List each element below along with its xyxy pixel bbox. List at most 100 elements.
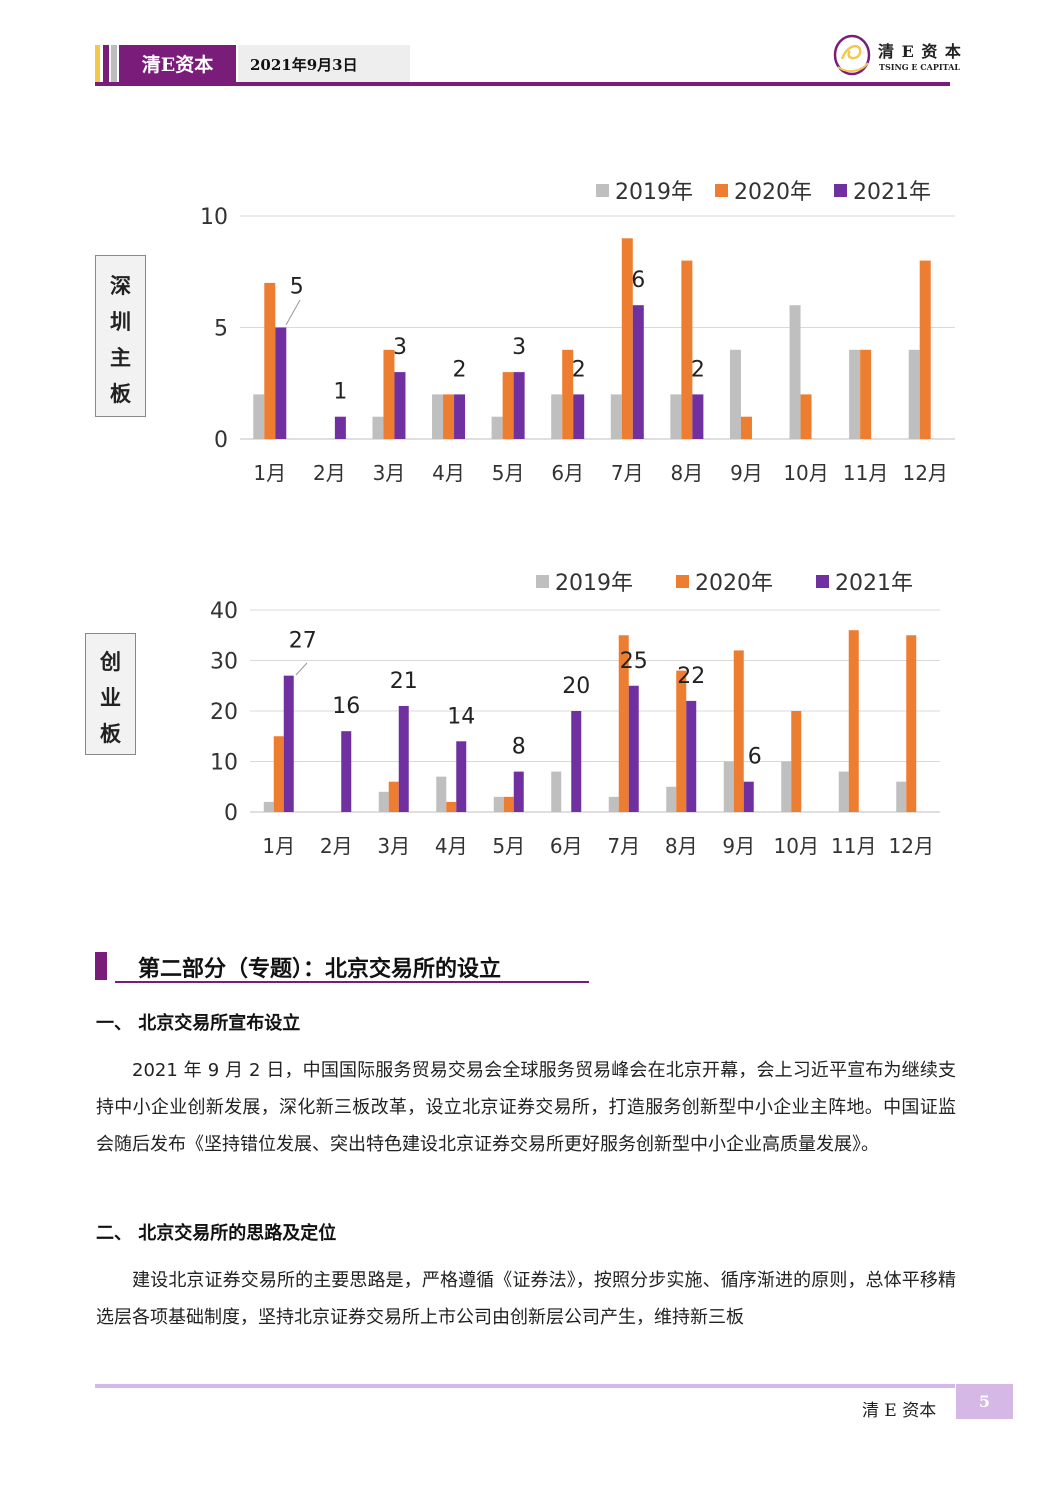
legend-label: 2019年 (615, 180, 693, 205)
y-tick-label: 30 (210, 650, 238, 675)
chart2-side-label: 创业板 (85, 633, 136, 755)
section-heading: 第二部分（专题）：北京交易所的设立 (95, 950, 589, 983)
bar (733, 650, 744, 812)
bar (454, 394, 466, 439)
bar (436, 776, 447, 812)
header-accent-yellow (95, 45, 100, 85)
bar (562, 349, 574, 439)
bar (551, 394, 563, 439)
y-tick-label: 5 (214, 317, 228, 342)
bar (686, 700, 697, 812)
data-label: 21 (390, 669, 418, 694)
x-tick-label: 9月 (722, 834, 755, 858)
section-marker (95, 952, 107, 980)
bar (692, 394, 704, 439)
bar (676, 670, 687, 812)
chart2-side-label-text: 创业板 (100, 650, 121, 746)
header-brand: 清E资本 (119, 45, 236, 85)
bar (264, 282, 276, 439)
bar (275, 327, 287, 439)
y-tick-label: 10 (210, 751, 238, 776)
paragraph-2-text: 建设北京证券交易所的主要思路是，严格遵循《证券法》，按照分步实施、循序渐进的原则… (96, 1270, 956, 1328)
data-label: 8 (512, 735, 526, 760)
bar (800, 394, 812, 439)
x-tick-label: 7月 (607, 834, 640, 858)
bar (443, 394, 455, 439)
chart1-side-label: 深圳主板 (95, 255, 146, 417)
bar (394, 372, 406, 439)
x-tick-label: 4月 (432, 461, 465, 485)
bar (670, 394, 682, 439)
bar (849, 349, 861, 439)
y-tick-label: 0 (214, 428, 228, 453)
footer-brand: 清 E 资本 (862, 1401, 937, 1421)
logo-chinese-text: 清 E 资 本 (878, 42, 962, 61)
bar (341, 731, 352, 812)
x-tick-label: 6月 (551, 461, 584, 485)
legend-label: 2020年 (695, 571, 773, 596)
bar (789, 305, 801, 439)
subheading-1: 一、 北京交易所宣布设立 (96, 1013, 301, 1034)
page-number: 5 (956, 1384, 1013, 1419)
bar (283, 675, 294, 812)
bar (432, 394, 444, 439)
x-tick-label: 12月 (889, 834, 934, 858)
x-tick-label: 2月 (320, 834, 353, 858)
bar (743, 781, 754, 812)
bar (456, 741, 467, 812)
footer-rule (95, 1384, 955, 1388)
bar (573, 394, 585, 439)
legend-label: 2021年 (853, 180, 931, 205)
bar (334, 416, 346, 439)
legend-swatch (816, 575, 829, 588)
header-rule (95, 82, 950, 86)
bar (502, 372, 514, 439)
data-label: 27 (289, 629, 317, 654)
x-tick-label: 11月 (843, 461, 888, 485)
bar (398, 705, 409, 812)
bar (628, 685, 639, 812)
x-tick-label: 8月 (665, 834, 698, 858)
x-tick-label: 10月 (783, 461, 828, 485)
data-label: 2 (691, 357, 705, 382)
legend-label: 2021年 (835, 571, 913, 596)
bar (253, 394, 265, 439)
y-tick-label: 10 (200, 205, 228, 230)
logo-english-text: TSING E CAPITAL (879, 62, 960, 72)
x-tick-label: 7月 (611, 461, 644, 485)
bar (723, 761, 734, 812)
x-tick-label: 3月 (373, 461, 406, 485)
chart1-side-label-text: 深圳主板 (110, 274, 131, 406)
section-underline (115, 981, 589, 983)
bar (781, 761, 792, 812)
x-tick-label: 5月 (492, 834, 525, 858)
data-label: 6 (748, 745, 762, 770)
x-tick-label: 4月 (435, 834, 468, 858)
bar (632, 305, 644, 439)
bar (860, 349, 872, 439)
paragraph-1-text: 2021 年 9 月 2 日，中国国际服务贸易交易会全球服务贸易峰会在北京开幕，… (96, 1060, 956, 1155)
bar (919, 260, 931, 439)
x-tick-label: 10月 (774, 834, 819, 858)
header-date: 2021年9月3日 (238, 45, 410, 85)
legend-swatch (536, 575, 549, 588)
data-label: 22 (677, 664, 705, 689)
data-label: 25 (620, 649, 648, 674)
bar (791, 711, 802, 812)
legend-swatch (834, 184, 847, 197)
header-accent-purple (103, 45, 109, 85)
data-label: 14 (447, 704, 475, 729)
bar (446, 801, 457, 812)
y-tick-label: 40 (210, 599, 238, 624)
paragraph-1: 2021 年 9 月 2 日，中国国际服务贸易交易会全球服务贸易峰会在北京开幕，… (96, 1052, 956, 1163)
bar (383, 349, 395, 439)
x-tick-label: 6月 (550, 834, 583, 858)
paragraph-2: 建设北京证券交易所的主要思路是，严格遵循《证券法》，按照分步实施、循序渐进的原则… (96, 1262, 956, 1336)
legend-label: 2020年 (734, 180, 812, 205)
data-label: 2 (453, 357, 467, 382)
bar (513, 372, 525, 439)
bar (896, 781, 907, 812)
legend-swatch (676, 575, 689, 588)
data-label: 3 (512, 335, 526, 360)
bar (666, 786, 677, 812)
